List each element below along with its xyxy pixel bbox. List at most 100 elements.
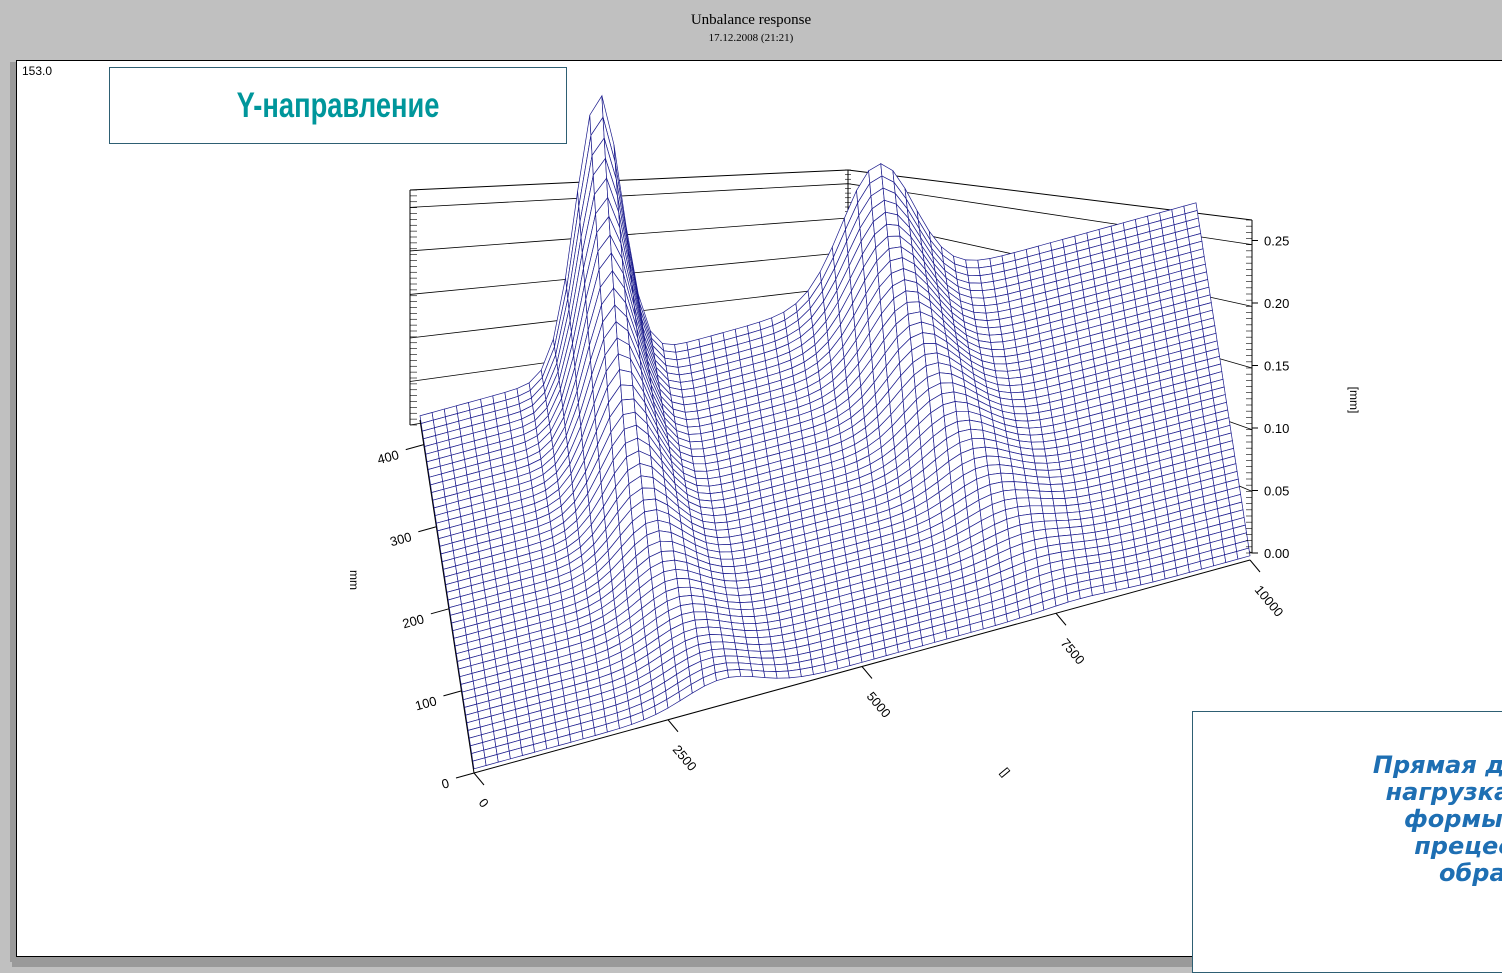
surface-cell [713,514,728,524]
surface-cell [719,551,734,560]
y-tick [455,772,475,779]
z-tick-label: 0.15 [1264,359,1289,374]
x-tick-label: 7500 [1058,636,1088,668]
surface-cell [971,297,986,307]
back-wall-edge [409,169,849,191]
x-tick [1249,559,1261,573]
surface-cell [1066,511,1082,521]
annotation-line: обратны. [1439,859,1502,887]
surface-cell [691,594,706,605]
x-tick-label: 2500 [670,742,700,774]
surface-cell [675,568,690,580]
x-axis-label: [] [998,765,1013,779]
surface-cell [721,566,736,575]
y-tick-label: 200 [401,611,426,631]
surface-cell [886,223,901,237]
surface-cell [1040,497,1055,507]
x-tick [861,666,873,679]
surface-cell [710,641,725,651]
surface-cell [1045,454,1060,464]
surface-cell [991,348,1006,358]
surface-cell [751,669,766,678]
y-tick [430,608,450,615]
surface-cell [1036,476,1051,485]
x-tick-label: 0 [476,795,492,810]
surface-cell [714,521,729,531]
surface-cell [756,629,771,639]
surface-cell [687,425,702,435]
surface-cell [1050,483,1065,492]
surface-cell [1013,481,1028,491]
surface-cell [640,475,655,489]
surface-cell [685,418,701,428]
annotation-line: нагрузка возбуж [1385,778,1502,806]
surface-cell [759,650,775,659]
surface-cell [746,643,761,652]
surface-cell [986,319,1001,329]
surface-cell [986,455,1001,466]
surface-cell [1008,376,1023,387]
surface-cell [691,455,706,465]
annotation-text: Прямая дисбаланс нагрузка возбуж формы к… [1193,752,1502,887]
surface-cell [1028,497,1043,507]
surface-cell [992,356,1007,365]
y-tick-label: 100 [413,693,438,713]
surface-cell [970,428,985,440]
z-tick-label: 0.00 [1264,546,1289,561]
chart-date: 17.12.2008 (21:21) [708,32,794,44]
direction-title-box: Y-направление [109,67,567,144]
x-tick-label: 10000 [1252,582,1287,619]
z-tick-label: 0.10 [1264,421,1289,436]
annotation-line: Прямая дисбаланс [1372,751,1502,779]
x-tick [1055,612,1067,626]
surface-cell [658,530,673,543]
surface-cell [716,536,732,546]
surface-cell [725,587,740,596]
surface-cell [620,384,635,401]
back-gridline [409,217,849,252]
annotation-line: формы как пр [1403,805,1502,833]
surface-cell [1014,489,1030,499]
surface-mesh [419,94,1251,770]
surface-cell [968,282,983,292]
surface-cell [696,485,711,494]
surface-cell [1051,490,1066,500]
surface-cell [727,669,742,678]
surface-cell [1037,483,1053,492]
surface-cell [720,558,735,567]
surface-cell [1236,547,1251,560]
surface-cell [773,656,788,666]
surface-cell [984,446,999,457]
surface-cell [757,636,772,645]
surface-cell [1010,391,1025,401]
x-tick [667,719,679,733]
panel-shadow-left [10,62,16,962]
surface-cell [745,636,760,645]
header-bar: Unbalance response 17.12.2008 (21:21) [0,0,1502,58]
z-tick-label: 0.25 [1264,234,1289,249]
surface-cell [1047,469,1062,478]
surface-cell [1015,420,1030,429]
surface-cell [690,448,705,457]
surface-cell [966,267,981,276]
y-axis-label: mm [347,570,361,590]
z-axis-label: [mm] [1347,387,1361,414]
surface-cell [1052,498,1067,507]
surface-cell [739,669,754,677]
z-tick-label: 0.20 [1264,296,1289,311]
surface-cell [1030,441,1046,450]
surface-cell [1054,512,1069,522]
surface-cell [688,433,703,443]
y-tick-label: 0 [440,775,451,791]
surface-cell [763,670,778,679]
surface-cell [1026,489,1042,499]
surface-cell [707,626,723,636]
surface-cell [747,650,762,659]
y-tick [405,444,424,451]
surface-cell [965,259,980,269]
surface-cell [684,410,699,421]
surface-cell [761,657,776,666]
surface-cell [994,370,1010,379]
surface-cell [1035,469,1050,478]
